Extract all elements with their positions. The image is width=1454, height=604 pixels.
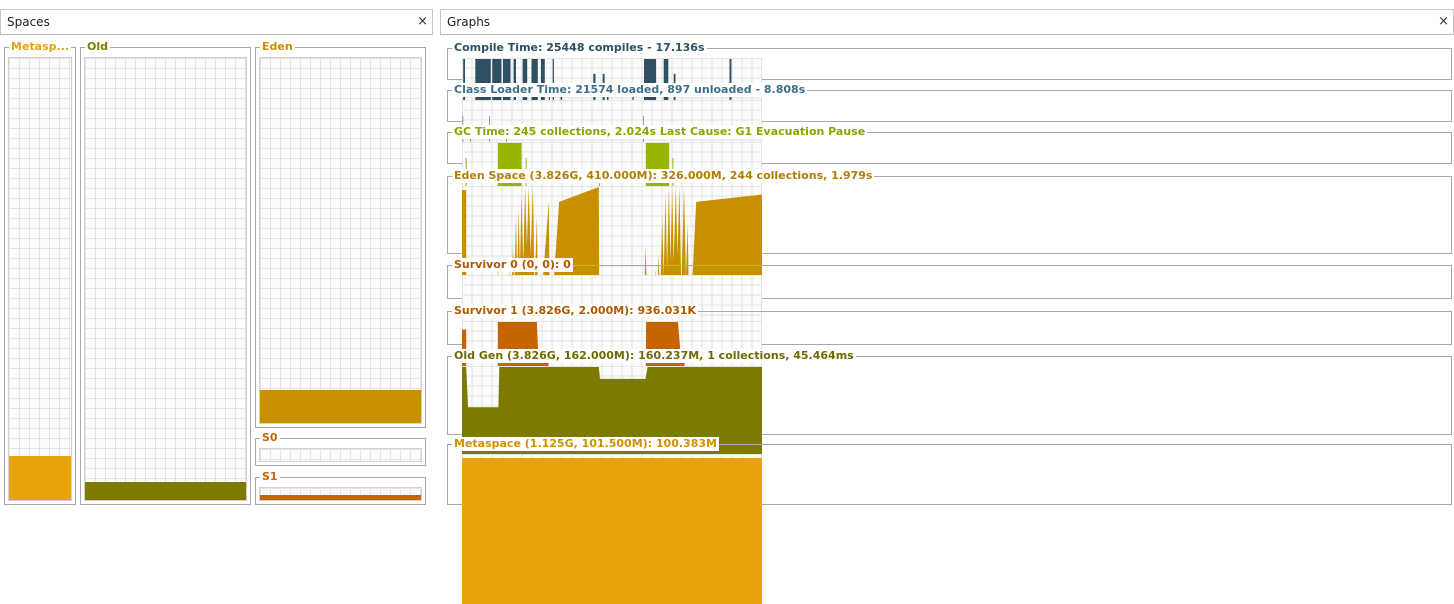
space-s0-label: S0	[260, 431, 280, 445]
graph-eden-space-label: Eden Space (3.826G, 410.000M): 326.000M,…	[452, 169, 875, 183]
graph-old-gen: Old Gen (3.826G, 162.000M): 160.237M, 1 …	[447, 349, 1452, 516]
graph-survivor-1-label: Survivor 1 (3.826G, 2.000M): 936.031K	[452, 304, 699, 318]
space-s1-fill	[260, 494, 421, 500]
graph-class-loader-time-label: Class Loader Time: 21574 loaded, 897 unl…	[452, 83, 808, 97]
space-old: Old	[80, 40, 251, 505]
tab-spaces-title: Spaces	[7, 15, 50, 29]
graph-eden-space: Eden Space (3.826G, 410.000M): 326.000M,…	[447, 169, 1452, 336]
graph-survivor-1: Survivor 1 (3.826G, 2.000M): 936.031K	[447, 304, 1452, 471]
space-old-label: Old	[85, 40, 110, 54]
space-metaspace: Metasp...	[4, 40, 76, 505]
graph-compile-time: Compile Time: 25448 compiles - 17.136s	[447, 41, 1452, 208]
graph-metaspace: Metaspace (1.125G, 101.500M): 100.383M	[447, 437, 1452, 604]
graph-gc-time-label: GC Time: 245 collections, 2.024s Last Ca…	[452, 125, 868, 139]
space-eden-fill	[260, 390, 421, 423]
graph-gc-time: GC Time: 245 collections, 2.024s Last Ca…	[447, 125, 1452, 292]
space-eden-label: Eden	[260, 40, 295, 54]
graph-metaspace-label: Metaspace (1.125G, 101.500M): 100.383M	[452, 437, 719, 451]
graph-old-gen-label: Old Gen (3.826G, 162.000M): 160.237M, 1 …	[452, 349, 856, 363]
graph-metaspace-plot	[462, 454, 762, 604]
tab-spaces[interactable]: Spaces ×	[0, 9, 433, 35]
tab-graphs-title: Graphs	[447, 15, 491, 29]
space-s1: S1	[255, 470, 426, 505]
graph-compile-time-label: Compile Time: 25448 compiles - 17.136s	[452, 41, 707, 55]
graph-class-loader-time: Class Loader Time: 21574 loaded, 897 unl…	[447, 83, 1452, 250]
space-s0: S0	[255, 431, 426, 466]
space-metaspace-fill	[9, 455, 71, 500]
series-area-meta	[462, 458, 762, 604]
close-icon[interactable]: ×	[1438, 14, 1449, 29]
graph-survivor-0-label: Survivor 0 (0, 0): 0	[452, 258, 573, 272]
tab-graphs[interactable]: Graphs ×	[440, 9, 1454, 35]
graph-survivor-0: Survivor 0 (0, 0): 0	[447, 258, 1452, 425]
close-icon[interactable]: ×	[417, 14, 428, 29]
space-metaspace-label: Metasp...	[9, 40, 72, 54]
space-old-fill	[85, 482, 246, 500]
space-eden: Eden	[255, 40, 426, 428]
space-s1-label: S1	[260, 470, 280, 484]
